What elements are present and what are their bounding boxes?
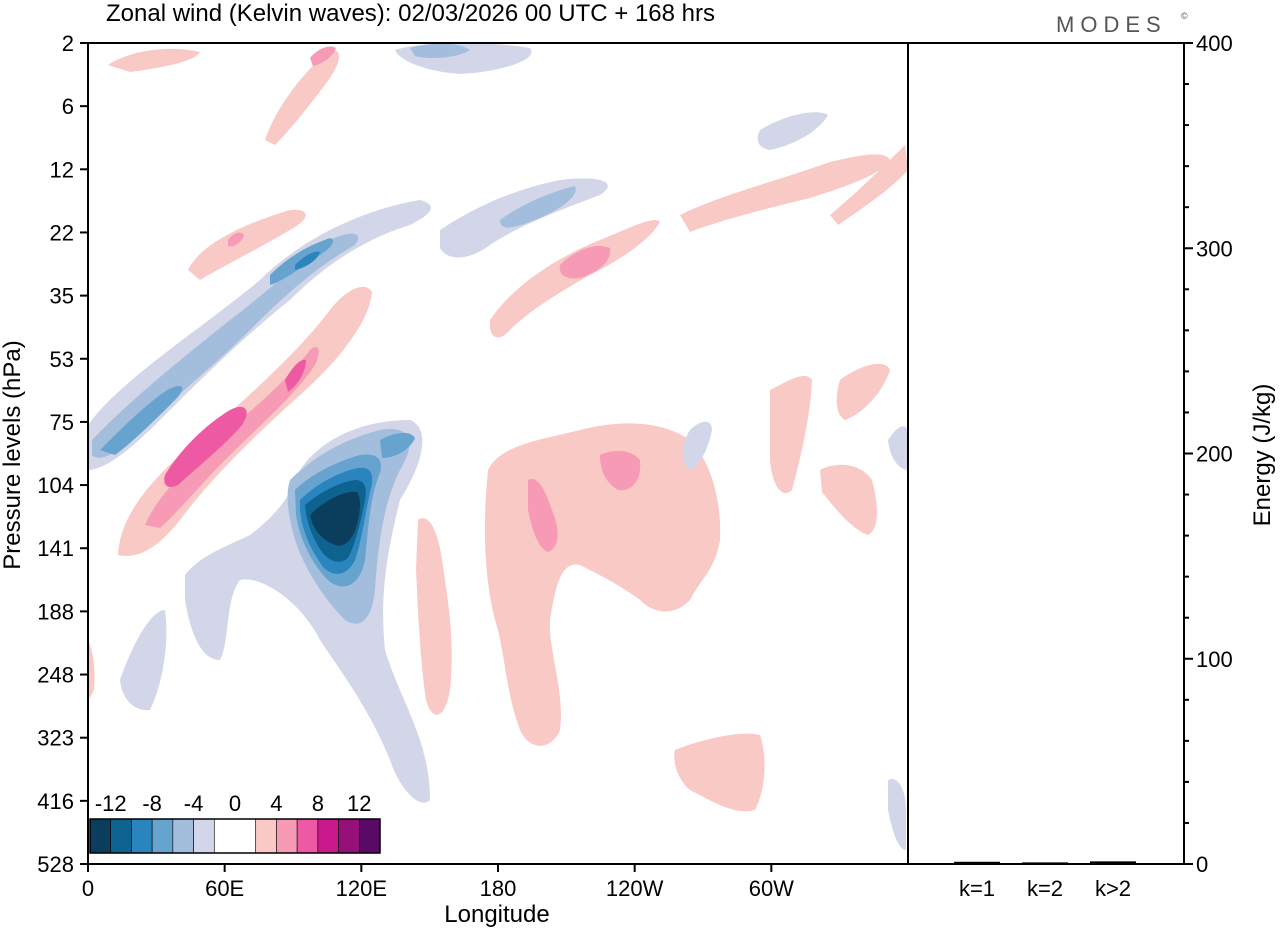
colorbar-frame — [89, 818, 381, 854]
contour-neg-upper-band — [88, 200, 431, 470]
x-tick-label: 0 — [82, 876, 94, 901]
colorbar-swatch — [213, 818, 257, 854]
energy-bars: k=1 k=2 k>2 — [954, 861, 1136, 901]
energy-category-label: k=2 — [1027, 876, 1063, 901]
colorbar-swatch — [358, 818, 381, 854]
colorbar-swatch — [338, 818, 360, 854]
contour-pos-lowleft — [88, 518, 765, 812]
y-tick-label: 6 — [62, 94, 74, 119]
colorbar-swatch — [110, 818, 132, 854]
brand-mark: © — [1181, 11, 1188, 21]
contour-pos-far-east — [770, 363, 890, 535]
energy-category-label: k=1 — [959, 876, 995, 901]
contour-neg-upper-core — [100, 238, 334, 455]
colorbar-label: -4 — [184, 791, 204, 816]
y-tick-label: 12 — [50, 157, 74, 182]
energy-tick-label: 200 — [1196, 442, 1233, 467]
y-axis-ticks: 2 6 12 22 35 53 75 104 141 188 248 323 416 528 — [37, 31, 88, 877]
energy-bar — [1022, 862, 1068, 864]
contour-pos-east-core — [528, 450, 641, 552]
colorbar-swatch — [193, 818, 215, 854]
y-tick-label: 104 — [37, 473, 74, 498]
contour-pos-upper-east-core — [559, 245, 611, 279]
y-axis-label: Pressure levels (hPa) — [0, 340, 26, 569]
contour-neg-upper-core-2 — [295, 251, 320, 270]
colorbar-label: 4 — [270, 791, 282, 816]
contour-neg-main-core — [310, 491, 360, 546]
colorbar-label: 8 — [312, 791, 324, 816]
x-tick-label: 60E — [205, 876, 244, 901]
colorbar-swatch — [255, 818, 277, 854]
colorbar-swatch — [172, 818, 194, 854]
wind-contour-field — [88, 43, 908, 850]
y-tick-label: 75 — [50, 410, 74, 435]
contour-pos-mid-core — [164, 359, 306, 487]
brand-logo: MODES — [1056, 12, 1167, 37]
colorbar-label: -12 — [95, 791, 127, 816]
y-tick-label: 248 — [37, 663, 74, 688]
contour-pos-east — [484, 423, 721, 746]
colorbar-label: 12 — [347, 791, 371, 816]
contour-neg-stripe-top — [395, 43, 828, 258]
x-tick-label: 120E — [336, 876, 387, 901]
y-tick-label: 2 — [62, 31, 74, 56]
x-axis-ticks: 0 60E 120E 180 120W 60W — [82, 864, 794, 901]
energy-tick-label: 0 — [1196, 852, 1208, 877]
energy-axis-label: Energy (J/kg) — [1249, 384, 1276, 527]
energy-tick-label: 400 — [1196, 31, 1233, 56]
colorbar-label: -8 — [142, 791, 162, 816]
colorbar-label: 0 — [229, 791, 241, 816]
colorbar-swatch — [89, 818, 112, 854]
colorbar-swatch — [131, 818, 153, 854]
energy-bar — [1090, 861, 1136, 863]
contour-pos-upper-left — [108, 48, 368, 345]
energy-tick-label: 300 — [1196, 236, 1233, 261]
colorbar-swatch — [276, 818, 298, 854]
energy-tick-label: 100 — [1196, 647, 1233, 672]
x-tick-label: 180 — [480, 876, 517, 901]
energy-panel-frame — [907, 42, 1185, 865]
contour-neg-stripe-top-2 — [410, 43, 576, 228]
y-tick-label: 416 — [37, 789, 74, 814]
energy-bar — [954, 861, 1000, 864]
colorbar-swatch — [296, 818, 319, 854]
y-tick-label: 188 — [37, 599, 74, 624]
y-tick-label: 35 — [50, 284, 74, 309]
x-axis-label: Longitude — [444, 901, 549, 928]
x-tick-label: 120W — [606, 876, 664, 901]
contour-pos-upper-east — [489, 145, 908, 338]
x-tick-label: 60W — [749, 876, 794, 901]
energy-axis-ticks: 0 100 200 300 400 — [1184, 31, 1233, 877]
y-tick-label: 323 — [37, 726, 74, 751]
y-tick-label: 53 — [50, 347, 74, 372]
chart-title: Zonal wind (Kelvin waves): 02/03/2026 00… — [106, 0, 715, 27]
y-tick-label: 528 — [37, 852, 74, 877]
colorbar: -12 -8 -4 0 4 8 12 — [89, 791, 381, 854]
energy-category-label: k>2 — [1095, 876, 1131, 901]
colorbar-swatch — [317, 818, 339, 854]
y-tick-label: 141 — [37, 536, 74, 561]
contour-pos-mid-band-2 — [145, 346, 319, 528]
y-tick-label: 22 — [50, 220, 74, 245]
colorbar-swatch — [151, 818, 174, 854]
